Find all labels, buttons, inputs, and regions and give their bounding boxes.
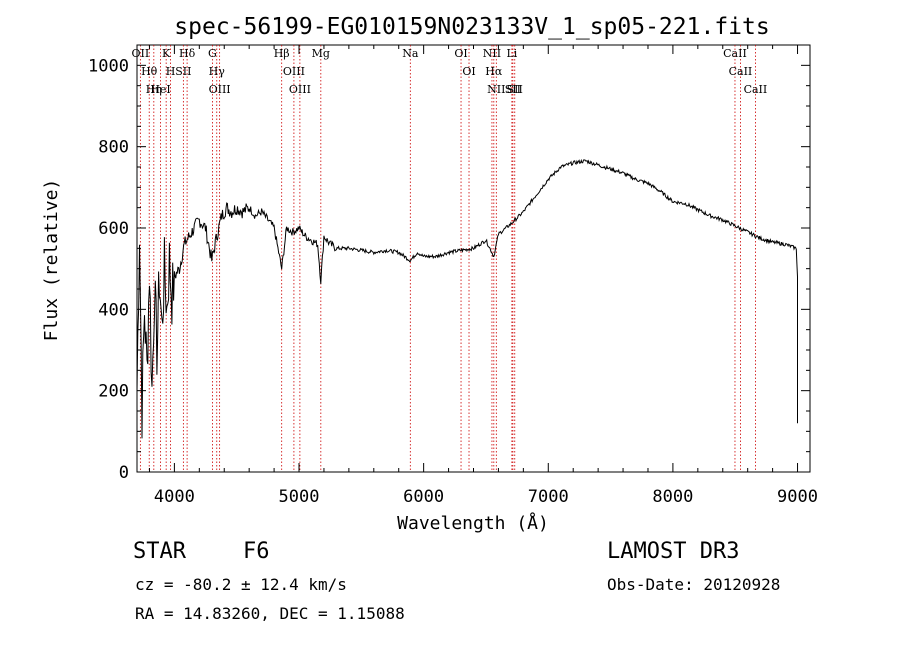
survey-name: LAMOST DR3 [607,539,740,564]
observation-date: Obs-Date: 20120928 [607,575,781,594]
object-class: STAR [133,539,186,564]
x-axis-label: Wavelength (Å) [397,512,549,534]
line-label-oi: OI [454,47,467,60]
spectrum-line [136,158,798,439]
plot-frame [136,44,811,473]
redshift-cz: cz = -80.2 ± 12.4 km/s [135,575,347,594]
x-tick-label: 6000 [403,487,444,507]
y-tick-label: 800 [98,138,129,158]
line-label-g: G [208,47,217,60]
line-label-nii: NII [483,47,501,60]
line-label-hα: Hα [485,65,503,78]
emission-line-markers [139,45,756,472]
line-label-li: Li [506,47,517,60]
x-tick-label: 9000 [777,487,818,507]
line-label-oiii: OIII [283,65,305,78]
line-label-hei: HeI [150,83,170,96]
chart-title: spec-56199-EG010159N023133V_1_sp05-221.f… [174,14,769,40]
line-label-k: K [162,47,171,60]
y-axis-label: Flux (relative) [41,179,62,342]
line-label-caii: CaII [729,65,753,78]
x-tick-label: 4000 [154,487,195,507]
y-tick-label: 200 [98,382,129,402]
line-label-sii: SII [505,83,521,96]
x-tick-label: 8000 [652,487,693,507]
line-label-hδ: Hδ [179,47,196,60]
line-label-hη: Hη [146,83,162,96]
line-label-oiii: OIII [289,83,311,96]
line-label-nii: NII [487,83,505,96]
y-tick-label: 1000 [88,56,129,76]
line-label-caii: CaII [744,83,768,96]
line-label-oii: OII [132,47,150,60]
y-tick-label: 400 [98,300,129,320]
line-label-hγ: Hγ [209,65,226,78]
ra-dec-coordinates: RA = 14.83260, DEC = 1.15088 [135,604,405,623]
y-axis-ticks: 0 200 400 600 800 1000 [88,44,810,483]
y-tick-label: 600 [98,219,129,239]
line-label-hβ: Hβ [274,47,290,60]
line-label-h: H [166,65,176,78]
line-label-sii: SII [175,65,191,78]
x-axis-ticks: 4000 5000 6000 7000 8000 9000 [148,45,818,507]
line-label-sii: SII [507,83,523,96]
x-tick-label: 7000 [528,487,569,507]
line-label-na: Na [402,47,419,60]
line-label-oi: OI [462,65,475,78]
line-label-mg: Mg [312,47,330,60]
line-label-hθ: Hθ [141,65,158,78]
line-label-caii: CaII [723,47,747,60]
line-label-oiii: OIII [209,83,231,96]
y-tick-label: 0 [119,463,129,483]
object-subclass: F6 [243,539,270,564]
x-tick-label: 5000 [279,487,320,507]
